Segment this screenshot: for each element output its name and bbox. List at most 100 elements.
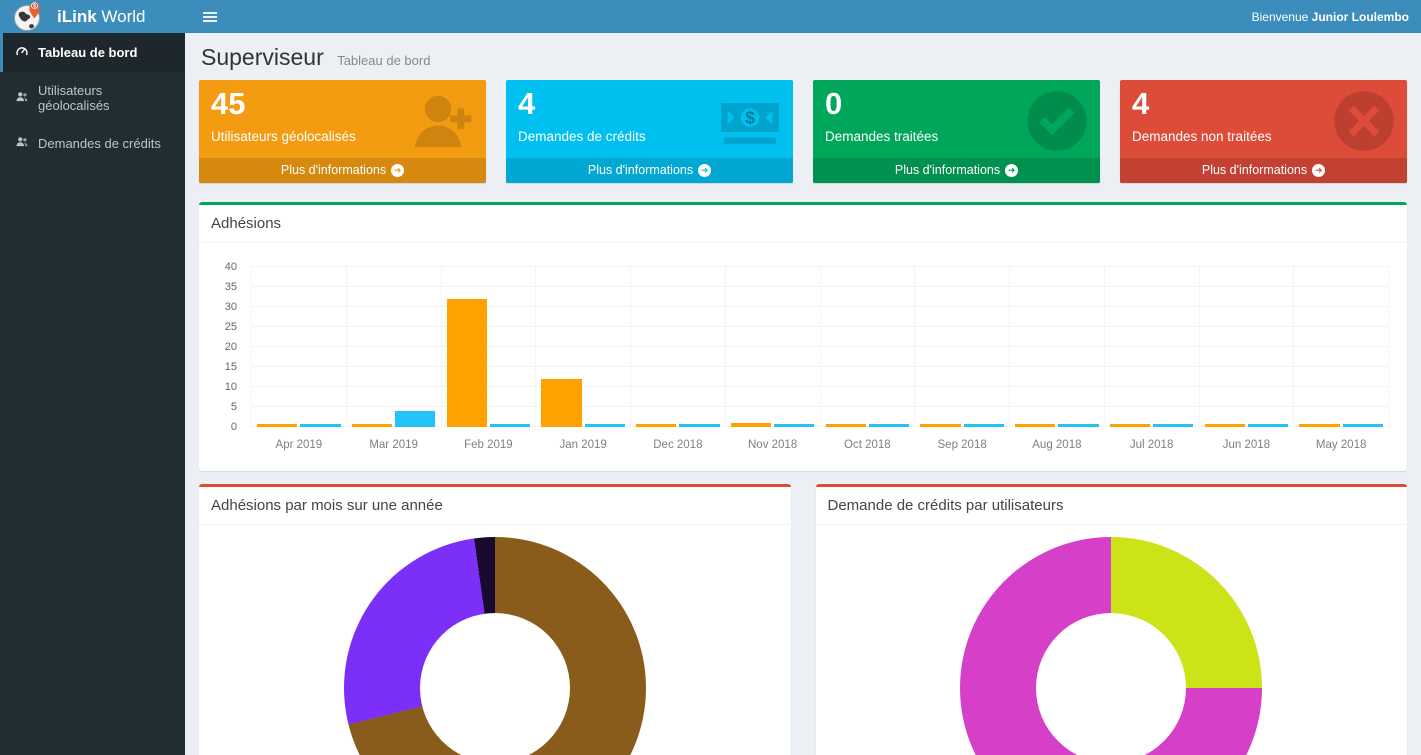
stat-value: 45	[211, 86, 246, 121]
bar-series-cyan[interactable]	[300, 424, 341, 427]
main-content: Superviseur Tableau de bord 45 Utilisate…	[185, 33, 1421, 755]
x-axis-tick-label: Oct 2018	[844, 439, 891, 451]
bar-series-orange[interactable]	[541, 379, 582, 427]
bar-group-dec-2018: Dec 2018	[630, 267, 725, 451]
x-axis-tick-label: Aug 2018	[1032, 439, 1082, 451]
x-axis-tick-label: Apr 2019	[275, 439, 323, 451]
bar-series-cyan[interactable]	[1153, 424, 1194, 427]
x-axis-tick-label: May 2018	[1315, 439, 1367, 451]
bar-series-cyan[interactable]	[1342, 424, 1383, 427]
arrow-circle-right-icon: ➜	[1312, 163, 1326, 177]
y-axis-tick-label: 10	[224, 381, 237, 393]
bar-group-sep-2018: Sep 2018	[914, 267, 1009, 451]
bar-series-orange[interactable]	[351, 424, 393, 427]
bar-group-feb-2019: Feb 2019	[440, 267, 536, 451]
adhesions-panel-title: Adhésions	[199, 205, 1407, 243]
bar-series-orange[interactable]	[1015, 424, 1056, 427]
y-axis-tick-label: 35	[224, 281, 237, 293]
bar-series-orange[interactable]	[920, 424, 961, 427]
sidebar-item-label: Utilisateurs géolocalisés	[38, 83, 110, 113]
demandes-donut-panel-title: Demande de crédits par utilisateurs	[815, 487, 1407, 525]
page-title: Superviseur	[201, 44, 324, 70]
sidebar-item-label: Tableau de bord	[38, 45, 138, 60]
stat-more-info-link[interactable]: Plus d'informations ➜	[1120, 158, 1407, 183]
sidebar-item-label: Demandes de crédits	[38, 136, 161, 151]
bar-series-orange[interactable]	[636, 424, 677, 427]
navbar: Bienvenue Junior Loulembo	[185, 0, 1421, 33]
y-axis-tick-label: 5	[230, 401, 237, 413]
stat-value: 0	[825, 86, 843, 121]
bar-group-aug-2018: Aug 2018	[1009, 267, 1104, 451]
brand[interactable]: $ iLink World	[0, 0, 185, 33]
sidebar-item-utilisateurs-geolocalises[interactable]: Utilisateurs géolocalisés	[0, 72, 185, 124]
welcome-text: Bienvenue Junior Loulembo	[1251, 9, 1409, 24]
stat-label: Demandes de crédits	[518, 128, 646, 144]
x-axis-tick-label: Jan 2019	[559, 439, 607, 451]
bar-series-orange[interactable]	[1204, 424, 1245, 427]
y-axis-tick-label: 30	[224, 301, 237, 313]
bar-series-orange[interactable]	[825, 424, 866, 427]
bar-group-jan-2019: Jan 2019	[535, 267, 630, 451]
stats-row: 45 Utilisateurs géolocalisés Plus d'info…	[199, 80, 1407, 183]
bar-series-cyan[interactable]	[1058, 424, 1099, 427]
svg-text:$: $	[33, 3, 36, 9]
bar-series-orange[interactable]	[1299, 424, 1340, 427]
stat-label: Utilisateurs géolocalisés	[211, 128, 356, 144]
y-axis-tick-label: 20	[224, 341, 237, 353]
svg-text:$: $	[745, 107, 755, 127]
bar-series-orange[interactable]	[446, 299, 487, 427]
x-axis-tick-label: Nov 2018	[748, 439, 798, 451]
x-axis-tick-label: Sep 2018	[937, 439, 987, 451]
bar-series-cyan[interactable]	[774, 424, 815, 427]
stat-box-demandes-non-traitees: 4 Demandes non traitées Plus d'informati…	[1120, 80, 1407, 183]
stat-more-info-link[interactable]: Plus d'informations ➜	[506, 158, 793, 183]
bar-group-apr-2019: Apr 2019	[251, 267, 346, 451]
adhesions-donut-panel-title: Adhésions par mois sur une année	[199, 487, 791, 525]
user-plus-icon	[410, 88, 476, 154]
stat-more-info-link[interactable]: Plus d'informations ➜	[199, 158, 486, 183]
demandes-donut-chart[interactable]	[960, 537, 1263, 755]
times-circle-icon	[1331, 88, 1397, 154]
stat-box-utilisateurs-geolocalises: 45 Utilisateurs géolocalisés Plus d'info…	[199, 80, 486, 183]
users-icon	[15, 90, 29, 107]
adhesions-donut-chart[interactable]	[343, 537, 646, 755]
stat-label: Demandes non traitées	[1132, 128, 1272, 144]
arrow-circle-right-icon: ➜	[391, 163, 405, 177]
x-axis-tick-label: Mar 2019	[369, 439, 418, 451]
y-axis-tick-label: 25	[224, 321, 237, 333]
bar-group-mar-2019: Mar 2019	[345, 267, 441, 451]
bar-series-cyan[interactable]	[679, 424, 720, 427]
app-logo-icon: $	[13, 1, 43, 32]
bar-series-cyan[interactable]	[868, 424, 910, 427]
gridline	[251, 266, 1389, 267]
lower-panels-row: Adhésions par mois sur une année Demande…	[199, 471, 1407, 755]
sidebar-toggle-button[interactable]	[197, 8, 223, 26]
bar-group-may-2018: May 2018	[1293, 267, 1388, 451]
check-circle-icon	[1024, 88, 1090, 154]
y-axis-tick-label: 40	[224, 261, 237, 273]
adhesions-donut-panel: Adhésions par mois sur une année	[199, 484, 791, 755]
adhesions-bar-chart: 0 5 10 15 20 25 30 35 40 Apr 2019 Mar 2019 Feb 2019…	[225, 261, 1389, 457]
bar-series-cyan[interactable]	[584, 424, 625, 427]
bar-series-orange[interactable]	[257, 424, 298, 427]
app-title: iLink World	[57, 6, 146, 26]
users-icon	[15, 135, 29, 152]
stat-label: Demandes traitées	[825, 128, 939, 144]
x-axis-tick-label: Feb 2019	[464, 439, 513, 451]
bar-series-cyan[interactable]	[395, 411, 436, 427]
bar-series-cyan[interactable]	[489, 424, 531, 427]
bar-series-orange[interactable]	[1109, 424, 1151, 427]
stat-value: 4	[1132, 86, 1150, 121]
sidebar: Tableau de bord Utilisateurs géolocalisé…	[0, 33, 185, 755]
bar-series-cyan[interactable]	[1247, 424, 1289, 427]
stat-more-info-link[interactable]: Plus d'informations ➜	[813, 158, 1100, 183]
sidebar-item-tableau-de-bord[interactable]: Tableau de bord	[0, 33, 185, 72]
bar-series-cyan[interactable]	[963, 424, 1004, 427]
sidebar-item-demandes-de-credits[interactable]: Demandes de crédits	[0, 124, 185, 163]
dashboard-icon	[15, 44, 29, 61]
bar-series-orange[interactable]	[730, 423, 772, 427]
adhesions-panel: Adhésions 0 5 10 15 20 25 30 35 40 Apr 2019 Mar 20…	[199, 202, 1407, 471]
money-icon: $	[717, 88, 783, 154]
y-axis-tick-label: 15	[224, 361, 237, 373]
bar-groups: Apr 2019 Mar 2019 Feb 2019 Jan 2019 Dec 2018…	[251, 267, 1389, 451]
